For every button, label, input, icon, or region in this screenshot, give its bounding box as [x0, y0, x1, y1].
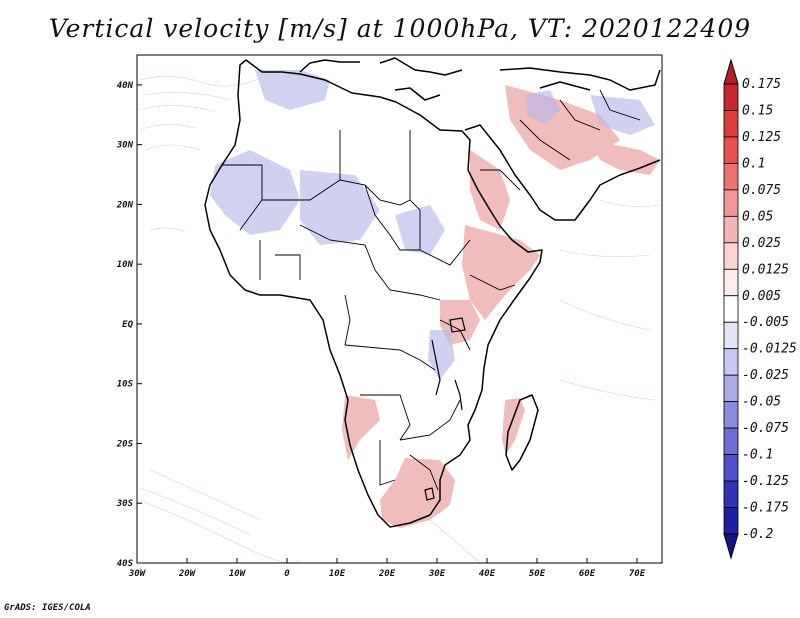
colorbar-label: -0.075: [742, 421, 789, 436]
longitude-axis: 30W 20W 10W 0 10E 20E 30E 40E 50E 60E 70E: [128, 558, 646, 579]
lat-tick-label: 40N: [117, 81, 134, 91]
lon-tick-label: 50E: [529, 569, 546, 579]
colorbar-segment: [723, 454, 739, 482]
lat-tick-label: EQ: [122, 320, 133, 330]
colorbar-label: 0.125: [742, 130, 781, 145]
colorbar-segment: [723, 242, 739, 270]
lon-tick-label: 30E: [428, 569, 446, 579]
colorbar-segment: [723, 83, 739, 111]
colorbar-label: -0.2: [742, 527, 773, 542]
colorbar-label: 0.15: [742, 103, 773, 118]
colorbar-label: 0.075: [742, 183, 781, 198]
country-borders: [222, 89, 641, 491]
colorbar-label: 0.025: [742, 236, 781, 251]
lat-tick-label: 40S: [117, 559, 134, 569]
colorbar-label: -0.005: [742, 315, 789, 330]
colorbar-label: -0.0125: [742, 342, 797, 357]
colorbar-segment: [723, 401, 739, 429]
colorbar-label: -0.05: [742, 395, 781, 410]
lon-tick-label: 60E: [579, 569, 596, 579]
lon-tick-label: 20E: [378, 569, 396, 579]
lakes: [424, 317, 466, 501]
coastlines: [204, 57, 661, 528]
colorbar-segment: [723, 163, 739, 191]
colorbar-label: -0.175: [742, 501, 789, 516]
lat-tick-label: 30S: [116, 499, 134, 509]
lon-tick-label: 30W: [128, 569, 147, 579]
colorbar-top-arrow: [723, 58, 739, 85]
colorbar-label: 0.1: [742, 156, 765, 171]
colorbar-label: 0.005: [742, 289, 781, 304]
colorbar-segment: [723, 321, 739, 350]
lon-tick-label: 0: [284, 569, 290, 579]
colorbar-segment: [723, 215, 739, 244]
map-title: Vertical velocity [m/s] at 1000hPa, VT: …: [48, 14, 752, 43]
colorbar-label: 0.05: [742, 209, 773, 224]
colorbar-segment: [723, 268, 739, 297]
map-plot-area: [137, 55, 662, 563]
colorbar-label: -0.1: [742, 448, 773, 463]
colorbar-bottom-arrow: [723, 533, 739, 560]
colorbar-segment: [723, 189, 739, 217]
colorbar-label: -0.025: [742, 368, 789, 383]
colorbar-segment: [723, 110, 739, 138]
lon-tick-label: 10W: [229, 569, 247, 579]
credit-text: GrADS: IGES/COLA: [4, 603, 91, 613]
colorbar-label: 0.175: [742, 77, 781, 92]
lat-tick-label: 30N: [116, 141, 134, 151]
lon-tick-label: 20W: [178, 569, 197, 579]
lat-tick-label: 20S: [116, 439, 134, 449]
lon-tick-label: 10E: [329, 569, 346, 579]
colorbar-segment: [723, 374, 739, 403]
colorbar-segment: [723, 136, 739, 164]
lat-tick-label: 10N: [117, 260, 134, 270]
lon-tick-label: 70E: [629, 569, 646, 579]
colorbar-segment: [723, 480, 739, 508]
map-frame: [136, 54, 663, 564]
colorbar-segment: [723, 348, 739, 376]
colorbar-segment: [723, 427, 739, 455]
colorbar-segment: [723, 295, 739, 323]
colorbar-label: 0.0125: [742, 262, 789, 277]
latitude-axis: 40N 30N 20N 10N EQ 10S 20S 30S 40S: [116, 81, 142, 569]
colorbar-label: -0.125: [742, 474, 789, 489]
lat-tick-label: 20N: [116, 200, 134, 210]
ocean-texture-blue: [139, 92, 661, 257]
lon-tick-label: 40E: [479, 569, 496, 579]
vv-shading-blue: [210, 70, 655, 380]
lat-tick-label: 10S: [117, 380, 134, 390]
colorbar: 0.175 0.15 0.125 0.1 0.075 0.05 0.025 0.0125 0.0…: [723, 58, 797, 560]
colorbar-segment: [723, 507, 739, 535]
